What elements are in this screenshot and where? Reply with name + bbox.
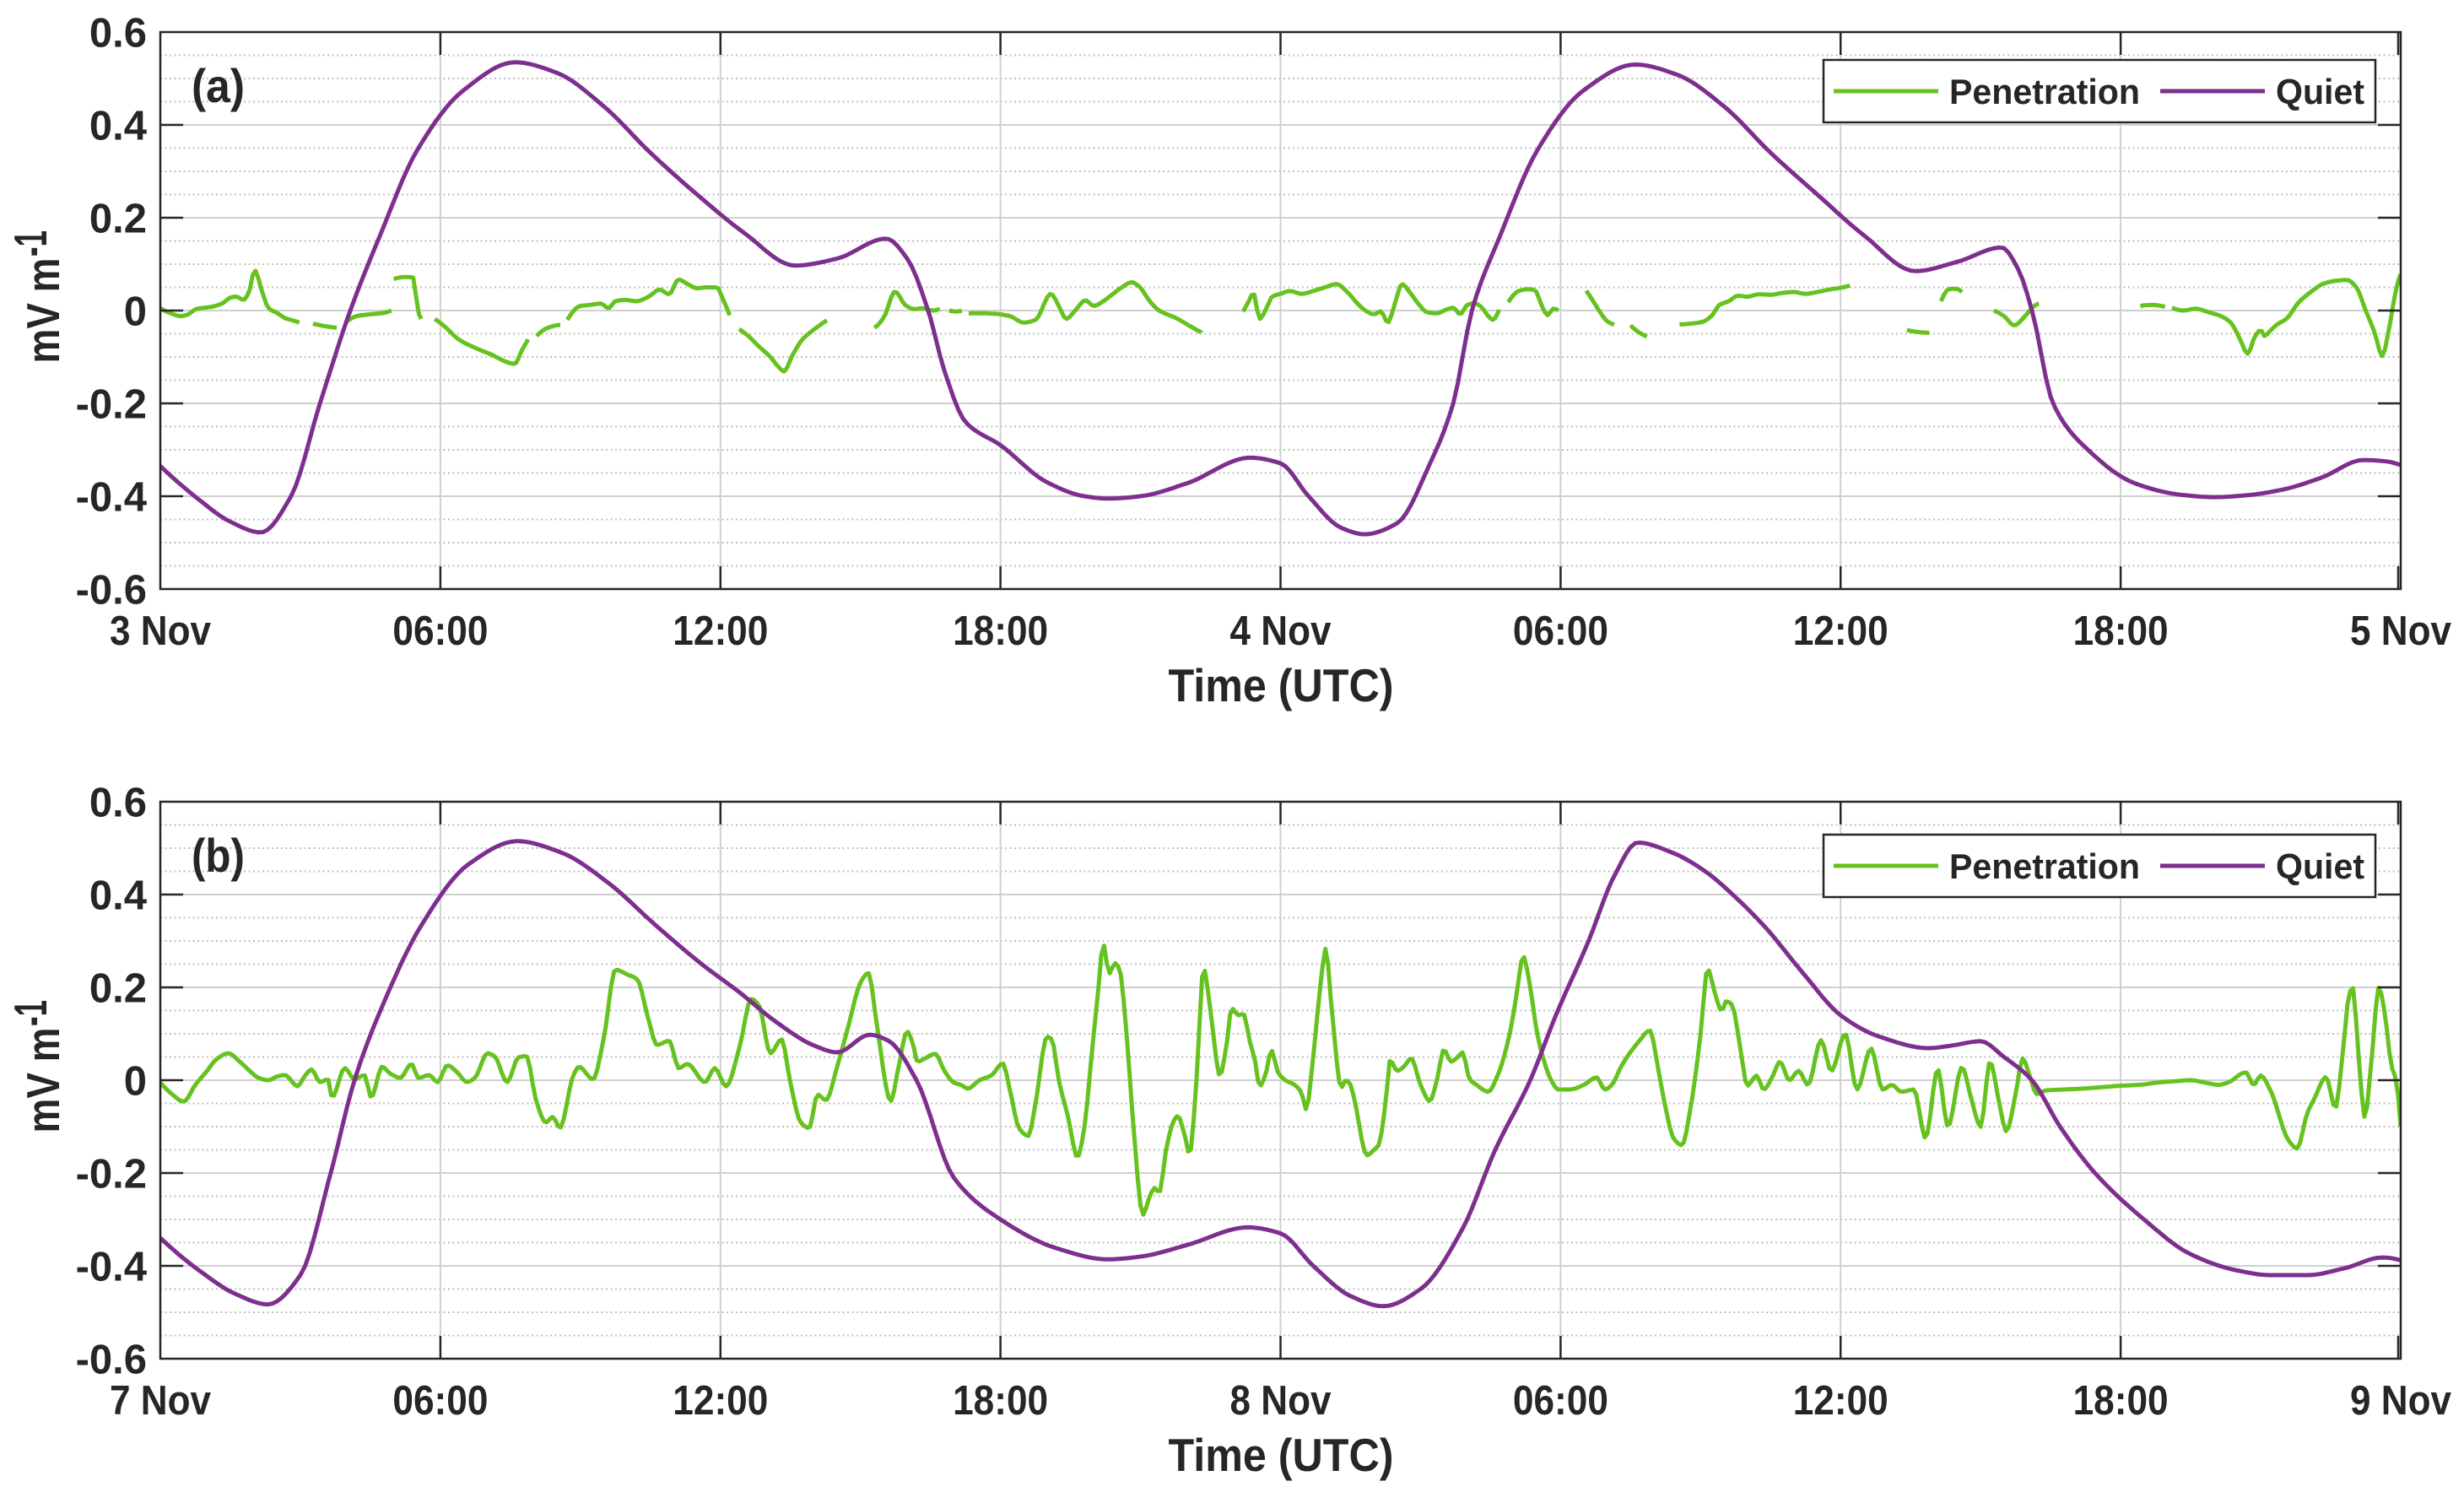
svg-text:18:00: 18:00 [953,608,1048,654]
svg-text:Quiet: Quiet [2276,846,2364,886]
svg-text:mV m: mV m [17,1028,69,1133]
svg-text:-0.4: -0.4 [76,475,147,521]
svg-text:0.4: 0.4 [89,104,147,149]
svg-text:Quiet: Quiet [2276,72,2364,111]
svg-text:06:00: 06:00 [1513,1378,1608,1424]
svg-text:18:00: 18:00 [2073,608,2169,654]
svg-text:-0.6: -0.6 [76,568,147,614]
svg-text:3 Nov: 3 Nov [110,608,212,654]
svg-text:5 Nov: 5 Nov [2350,608,2452,654]
svg-text:Time (UTC): Time (UTC) [1169,1429,1394,1481]
svg-text:4 Nov: 4 Nov [1230,608,1332,654]
svg-text:Penetration: Penetration [1949,846,2140,886]
svg-text:06:00: 06:00 [1513,608,1608,654]
svg-text:-0.4: -0.4 [76,1245,147,1290]
svg-text:12:00: 12:00 [673,608,768,654]
svg-text:12:00: 12:00 [1793,608,1889,654]
svg-text:-0.2: -0.2 [76,1152,147,1198]
svg-text:-0.6: -0.6 [76,1338,147,1383]
svg-text:8 Nov: 8 Nov [1230,1378,1332,1424]
svg-text:06:00: 06:00 [392,608,488,654]
svg-text:0.6: 0.6 [89,781,147,826]
svg-text:0: 0 [124,1059,147,1105]
svg-text:18:00: 18:00 [953,1378,1048,1424]
svg-text:Penetration: Penetration [1949,72,2140,111]
svg-text:Time (UTC): Time (UTC) [1169,659,1394,711]
svg-text:12:00: 12:00 [673,1378,768,1424]
svg-text:-0.2: -0.2 [76,382,147,428]
svg-text:12:00: 12:00 [1793,1378,1889,1424]
svg-text:0.2: 0.2 [89,197,147,242]
svg-text:(a): (a) [192,59,245,112]
svg-text:mV m: mV m [17,258,69,364]
svg-text:-1: -1 [4,230,57,257]
svg-text:0.6: 0.6 [89,11,147,57]
svg-text:(b): (b) [192,829,245,882]
svg-text:-1: -1 [4,1000,57,1026]
svg-text:18:00: 18:00 [2073,1378,2169,1424]
svg-text:06:00: 06:00 [392,1378,488,1424]
svg-text:0: 0 [124,289,147,335]
svg-text:0.2: 0.2 [89,966,147,1012]
svg-text:7 Nov: 7 Nov [110,1378,212,1424]
svg-text:9 Nov: 9 Nov [2350,1378,2452,1424]
svg-text:0.4: 0.4 [89,873,147,919]
